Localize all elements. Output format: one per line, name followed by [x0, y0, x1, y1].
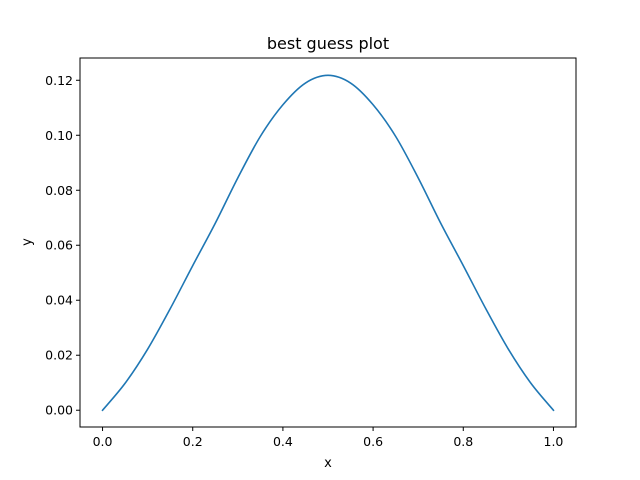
series-layer — [101, 74, 555, 412]
y-tick-label: 0.00 — [45, 403, 73, 418]
y-tick-label: 0.02 — [45, 348, 73, 363]
series-line — [101, 74, 555, 412]
x-axis-label: x — [324, 456, 332, 471]
y-tick-label: 0.06 — [45, 238, 73, 253]
y-tick-label: 0.12 — [45, 73, 73, 88]
y-axis: 0.00 0.02 0.04 0.06 0.08 0.10 0.12 — [45, 73, 80, 418]
x-tick-label: 0.8 — [453, 434, 473, 449]
x-axis: 0.0 0.2 0.4 0.6 0.8 1.0 — [93, 427, 564, 449]
x-tick-label: 0.0 — [93, 434, 113, 449]
y-tick-label: 0.08 — [45, 183, 73, 198]
y-tick-label: 0.04 — [45, 293, 73, 308]
x-tick-label: 0.4 — [273, 434, 293, 449]
chart-title: best guess plot — [267, 34, 389, 53]
x-tick-label: 0.6 — [363, 434, 383, 449]
y-axis-label: y — [20, 238, 35, 246]
x-tick-label: 0.2 — [183, 434, 203, 449]
y-tick-label: 0.10 — [45, 128, 73, 143]
x-tick-label: 1.0 — [544, 434, 564, 449]
plot-frame — [79, 57, 577, 428]
